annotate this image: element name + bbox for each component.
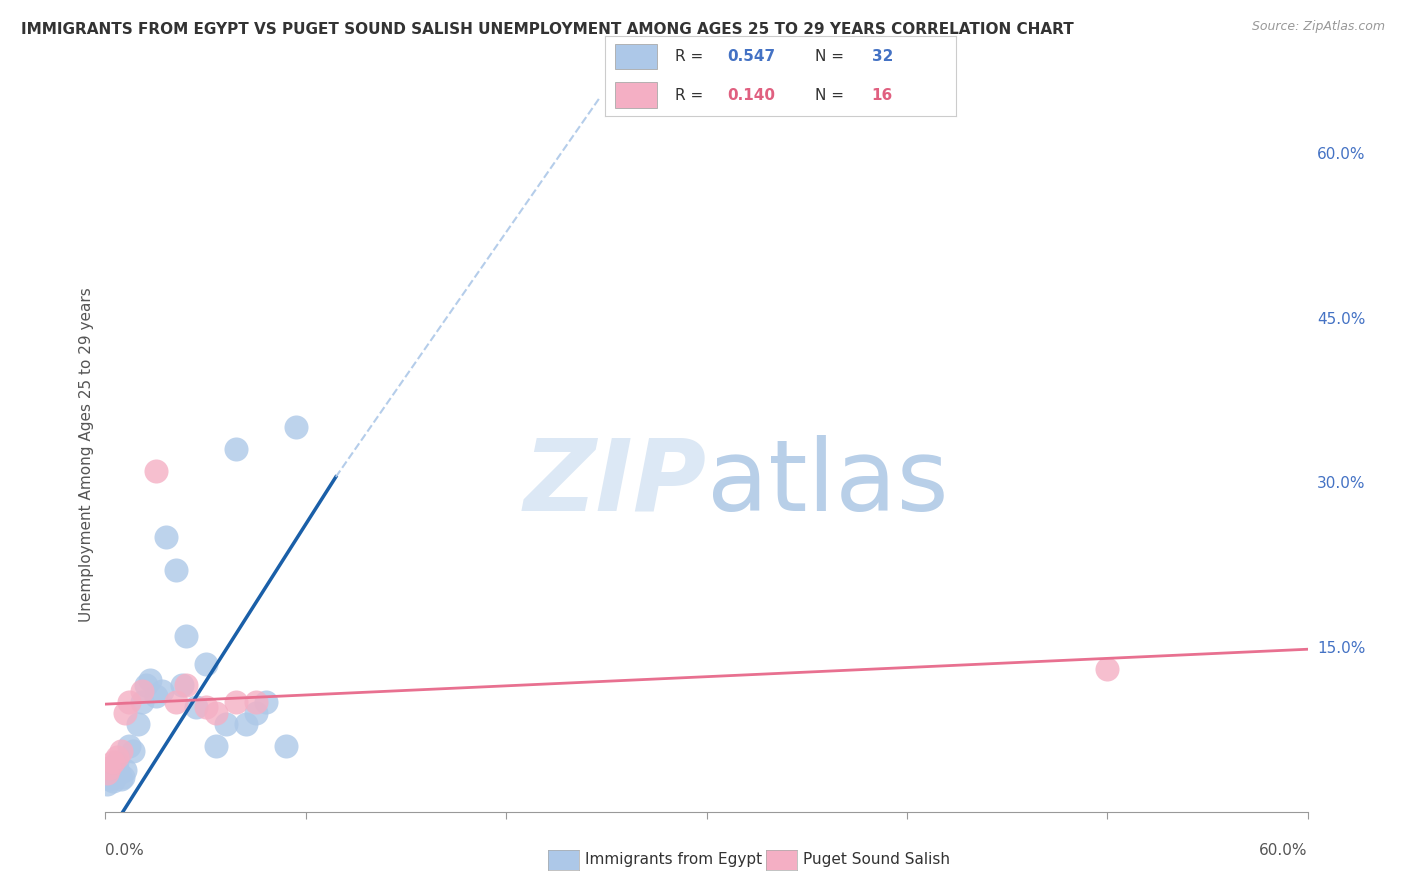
- Text: IMMIGRANTS FROM EGYPT VS PUGET SOUND SALISH UNEMPLOYMENT AMONG AGES 25 TO 29 YEA: IMMIGRANTS FROM EGYPT VS PUGET SOUND SAL…: [21, 22, 1074, 37]
- Point: [145, 464, 167, 478]
- Text: R =: R =: [675, 49, 709, 64]
- FancyBboxPatch shape: [616, 44, 658, 70]
- Text: 32: 32: [872, 49, 893, 64]
- Point: [245, 695, 267, 709]
- Point: [135, 678, 157, 692]
- Text: 0.140: 0.140: [728, 87, 776, 103]
- Point: [254, 695, 277, 709]
- Point: [194, 657, 217, 671]
- Point: [155, 530, 177, 544]
- Point: [98, 772, 121, 786]
- Point: [131, 695, 153, 709]
- Point: [194, 700, 217, 714]
- Point: [127, 717, 149, 731]
- Point: [118, 739, 141, 753]
- Point: [96, 766, 118, 780]
- Point: [110, 772, 132, 786]
- Text: Puget Sound Salish: Puget Sound Salish: [803, 853, 950, 867]
- Point: [110, 744, 132, 758]
- Point: [107, 756, 129, 770]
- Text: 0.0%: 0.0%: [105, 843, 145, 858]
- Point: [138, 673, 160, 687]
- Point: [245, 706, 267, 720]
- Point: [104, 761, 127, 775]
- Point: [107, 749, 129, 764]
- Text: Immigrants from Egypt: Immigrants from Egypt: [585, 853, 762, 867]
- Point: [114, 706, 136, 720]
- Text: R =: R =: [675, 87, 709, 103]
- Point: [112, 770, 135, 784]
- Point: [122, 744, 145, 758]
- Text: N =: N =: [815, 87, 849, 103]
- Text: 16: 16: [872, 87, 893, 103]
- Point: [174, 678, 197, 692]
- Point: [98, 761, 121, 775]
- Point: [184, 700, 207, 714]
- Point: [170, 678, 193, 692]
- Point: [108, 766, 131, 780]
- FancyBboxPatch shape: [616, 82, 658, 108]
- Point: [145, 690, 167, 704]
- Point: [118, 695, 141, 709]
- Text: 60.0%: 60.0%: [1260, 843, 1308, 858]
- Y-axis label: Unemployment Among Ages 25 to 29 years: Unemployment Among Ages 25 to 29 years: [79, 287, 94, 623]
- Point: [204, 706, 226, 720]
- Point: [204, 739, 226, 753]
- Point: [165, 695, 187, 709]
- Text: atlas: atlas: [707, 435, 948, 532]
- Point: [225, 442, 247, 457]
- Point: [284, 420, 307, 434]
- Point: [274, 739, 297, 753]
- Point: [103, 756, 125, 770]
- Point: [174, 629, 197, 643]
- Point: [114, 763, 136, 777]
- Point: [150, 684, 173, 698]
- Point: [103, 774, 125, 789]
- Text: 0.547: 0.547: [728, 49, 776, 64]
- Point: [1097, 662, 1119, 676]
- Point: [100, 766, 122, 780]
- Point: [96, 777, 118, 791]
- Point: [225, 695, 247, 709]
- Point: [214, 717, 236, 731]
- Text: Source: ZipAtlas.com: Source: ZipAtlas.com: [1251, 20, 1385, 33]
- Point: [165, 563, 187, 577]
- Point: [131, 684, 153, 698]
- Text: ZIP: ZIP: [523, 435, 707, 532]
- Text: N =: N =: [815, 49, 849, 64]
- Point: [235, 717, 257, 731]
